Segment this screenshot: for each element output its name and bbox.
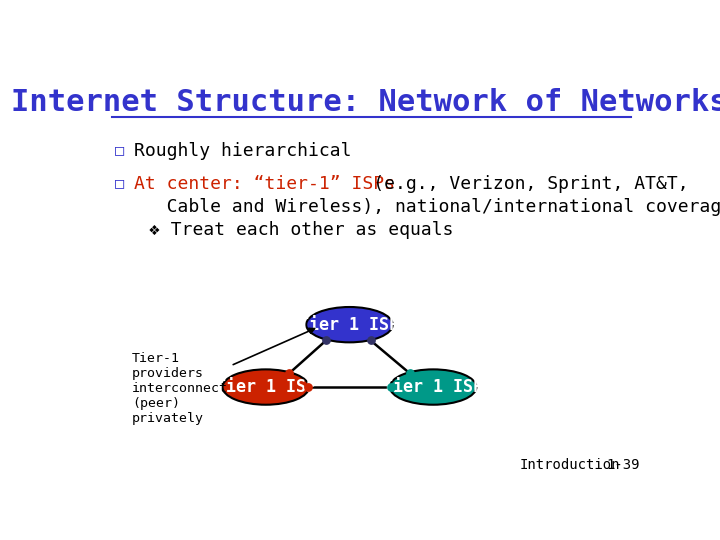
Text: ❖ Treat each other as equals: ❖ Treat each other as equals — [148, 221, 453, 239]
Text: Internet Structure: Network of Networks: Internet Structure: Network of Networks — [11, 87, 720, 117]
Text: Roughly hierarchical: Roughly hierarchical — [133, 141, 351, 160]
Point — [320, 336, 332, 345]
Point — [302, 383, 313, 391]
Text: 1-39: 1-39 — [606, 458, 639, 472]
Text: □: □ — [115, 175, 125, 190]
Point — [284, 369, 295, 377]
Point — [365, 336, 377, 345]
Ellipse shape — [306, 307, 392, 342]
Point — [404, 369, 415, 377]
Text: □: □ — [115, 141, 125, 157]
Text: Tier 1 ISP: Tier 1 ISP — [383, 378, 483, 396]
Text: Tier 1 ISP: Tier 1 ISP — [216, 378, 316, 396]
Point — [386, 383, 397, 391]
Ellipse shape — [390, 369, 477, 404]
Text: Tier-1
providers
interconnect
(peer)
privately: Tier-1 providers interconnect (peer) pri… — [132, 328, 315, 424]
Text: At center: “tier-1” ISPs: At center: “tier-1” ISPs — [133, 175, 395, 193]
Text: (e.g., Verizon, Sprint, AT&T,: (e.g., Verizon, Sprint, AT&T, — [133, 175, 688, 193]
Ellipse shape — [222, 369, 309, 404]
Text: Introduction: Introduction — [520, 458, 620, 472]
Text: Cable and Wireless), national/international coverage: Cable and Wireless), national/internatio… — [133, 198, 720, 216]
Text: Tier 1 ISP: Tier 1 ISP — [300, 316, 400, 334]
